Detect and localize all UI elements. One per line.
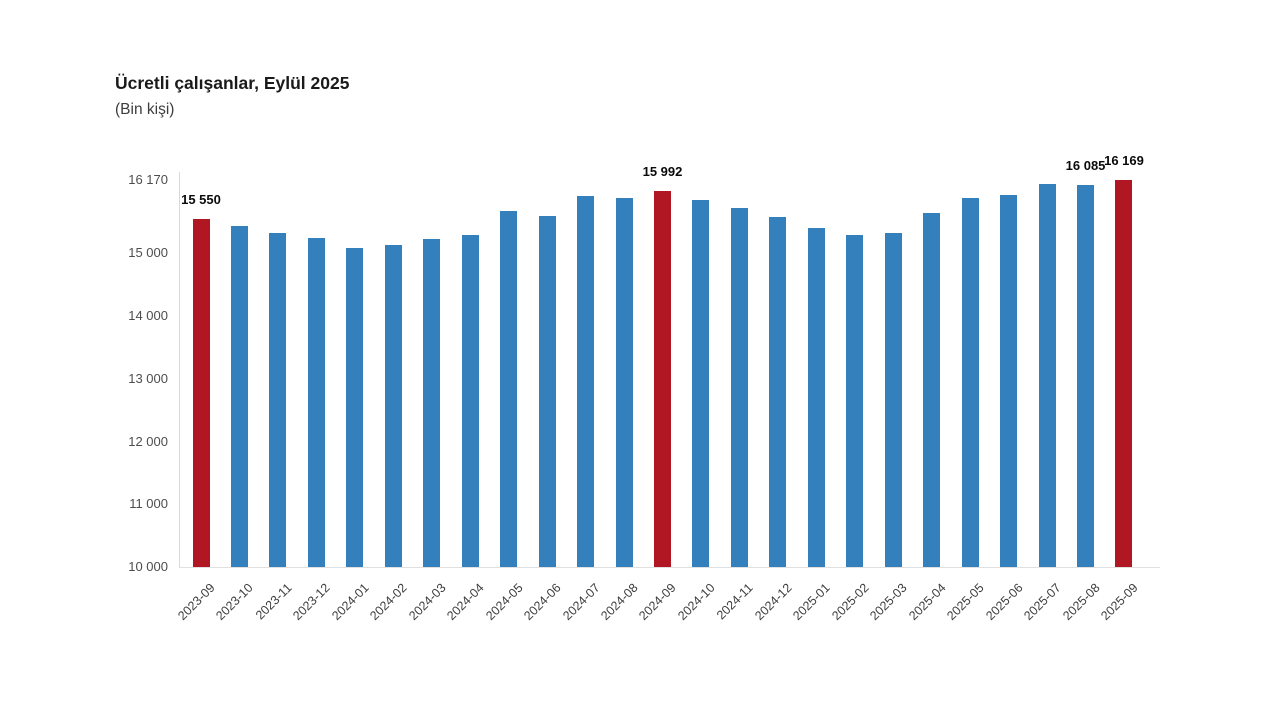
- chart-subtitle: (Bin kişi): [115, 101, 175, 118]
- bar-2024-09: [653, 191, 671, 567]
- bar-value-label: 15 992: [642, 164, 683, 180]
- chart-title: Ücretli çalışanlar, Eylül 2025: [115, 73, 350, 93]
- y-axis-tick-label: 15 000: [128, 245, 168, 261]
- y-axis-tick-label: 12 000: [128, 433, 168, 449]
- bar-2024-07: [577, 196, 595, 567]
- bar-2023-11: [269, 233, 287, 567]
- y-axis-tick-label: 10 000: [128, 559, 168, 574]
- bar-2025-02: [846, 234, 864, 567]
- bar-2024-11: [730, 207, 748, 567]
- bar-2024-04: [461, 235, 479, 567]
- chart-header: Ücretli çalışanlar, Eylül 2025 (Bin kişi…: [115, 72, 349, 119]
- bar-2024-02: [384, 245, 402, 567]
- y-axis-line: [179, 172, 180, 567]
- bar-2025-08: [1077, 185, 1095, 567]
- bar-2025-06: [1000, 195, 1018, 567]
- bar-2023-10: [230, 225, 248, 567]
- bar-2025-03: [884, 233, 902, 567]
- bar-2024-06: [538, 216, 556, 567]
- bar-value-label: 16 085: [1065, 158, 1106, 174]
- bar-2025-05: [961, 198, 979, 567]
- bar-2025-01: [807, 227, 825, 567]
- bar-2025-04: [923, 212, 941, 567]
- bar-2023-09: [192, 218, 210, 567]
- y-axis-tick-label: 14 000: [128, 308, 168, 324]
- y-axis-tick-label: 11 000: [129, 496, 168, 512]
- bar-2024-08: [615, 197, 633, 567]
- bar-2024-05: [500, 210, 518, 567]
- bar-value-label: 16 169: [1104, 153, 1144, 169]
- x-axis-line: [179, 567, 1160, 568]
- bar-2024-03: [423, 238, 441, 567]
- bar-2024-12: [769, 217, 787, 567]
- y-axis-tick-label: 13 000: [128, 370, 168, 386]
- bar-2025-09: [1115, 180, 1133, 567]
- bar-2024-10: [692, 199, 710, 567]
- bar-value-label: 15 550: [181, 191, 221, 207]
- bar-2025-07: [1038, 184, 1056, 567]
- y-axis-tick-label: 16 170: [128, 172, 168, 187]
- bar-2024-01: [346, 247, 364, 567]
- bar-2023-12: [307, 237, 325, 567]
